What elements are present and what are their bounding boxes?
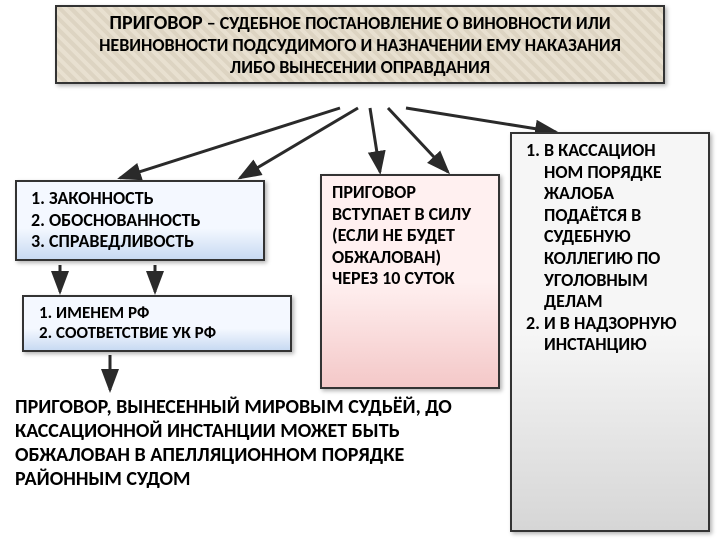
principles-list: ЗАКОННОСТЬ ОБОСНОВАННОСТЬ СПРАВЕДЛИВОСТЬ <box>27 188 253 253</box>
effect-box: ПРИГОВОР ВСТУПАЕТ В СИЛУ (ЕСЛИ НЕ БУДЕТ … <box>320 174 500 389</box>
principles-box: ЗАКОННОСТЬ ОБОСНОВАННОСТЬ СПРАВЕДЛИВОСТЬ <box>15 180 265 261</box>
list-item: И В НАДЗОРНУЮ ИНСТАНЦИЮ <box>544 313 698 356</box>
list-item: СООТВЕТСТВИЕ УК РФ <box>56 323 280 343</box>
list-item: ИМЕНЕМ РФ <box>56 303 280 323</box>
appeal-box: В КАССАЦИОН НОМ ПОРЯДКЕ ЖАЛОБА ПОДАЁТСЯ … <box>510 132 710 532</box>
list-item: СПРАВЕДЛИВОСТЬ <box>49 231 253 253</box>
list-item: ОБОСНОВАННОСТЬ <box>49 210 253 232</box>
basis-list: ИМЕНЕМ РФ СООТВЕТСТВИЕ УК РФ <box>34 303 280 344</box>
effect-text: ПРИГОВОР ВСТУПАЕТ В СИЛУ (ЕСЛИ НЕ БУДЕТ … <box>332 181 471 289</box>
list-item: В КАССАЦИОН НОМ ПОРЯДКЕ ЖАЛОБА ПОДАЁТСЯ … <box>544 140 698 313</box>
header-lead: ПРИГОВОР <box>109 11 202 35</box>
basis-box: ИМЕНЕМ РФ СООТВЕТСТВИЕ УК РФ <box>22 295 292 352</box>
list-item: ЗАКОННОСТЬ <box>49 188 253 210</box>
header-box: ПРИГОВОР – СУДЕБНОЕ ПОСТАНОВЛЕНИЕ О ВИНО… <box>55 5 665 84</box>
appeal-list: В КАССАЦИОН НОМ ПОРЯДКЕ ЖАЛОБА ПОДАЁТСЯ … <box>522 140 698 356</box>
bottom-text: ПРИГОВОР, ВЫНЕСЕННЫЙ МИРОВЫМ СУДЬЁЙ, ДО … <box>15 395 505 491</box>
